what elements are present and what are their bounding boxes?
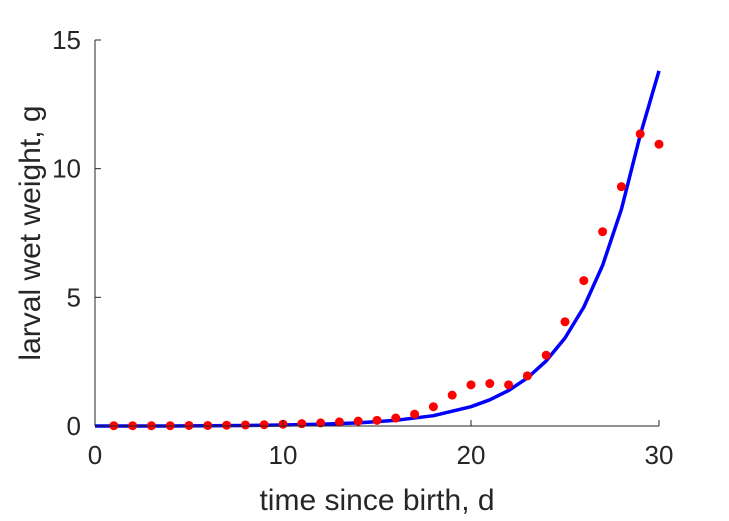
x-axis-label: time since birth, d (259, 484, 494, 517)
data-point (316, 418, 326, 428)
data-point (616, 182, 626, 192)
data-point (259, 420, 269, 430)
ticks: 0 10 20 30 0 5 10 15 (52, 25, 673, 470)
x-tick-label: 20 (457, 440, 486, 470)
y-axis-label: larval wet weight, g (14, 105, 47, 360)
data-point (334, 417, 344, 427)
model-fit-line (95, 70, 661, 428)
y-tick-label: 5 (67, 282, 81, 312)
plot-area (95, 70, 664, 431)
data-point (391, 413, 401, 423)
data-point (184, 420, 194, 430)
data-point (560, 317, 570, 327)
y-tick-label: 10 (52, 154, 81, 184)
data-point (203, 420, 213, 430)
data-point (447, 390, 457, 400)
data-point (240, 420, 250, 430)
y-tick-label: 15 (52, 25, 81, 55)
y-tick-label: 0 (67, 411, 81, 441)
x-tick-label: 30 (645, 440, 674, 470)
data-point (372, 415, 382, 425)
data-point (579, 276, 589, 286)
data-point (222, 420, 232, 430)
data-point (410, 409, 420, 419)
data-point (353, 416, 363, 426)
data-point (654, 139, 664, 149)
x-tick-label: 0 (88, 440, 102, 470)
x-tick-label: 10 (269, 440, 298, 470)
data-point (504, 380, 514, 390)
data-point (635, 129, 645, 139)
data-point (297, 419, 307, 429)
data-point (522, 371, 532, 381)
data-point (598, 227, 608, 237)
data-point (428, 402, 438, 412)
axes (94, 40, 659, 427)
data-point (485, 379, 495, 389)
data-point (466, 380, 476, 390)
data-point (541, 350, 551, 360)
